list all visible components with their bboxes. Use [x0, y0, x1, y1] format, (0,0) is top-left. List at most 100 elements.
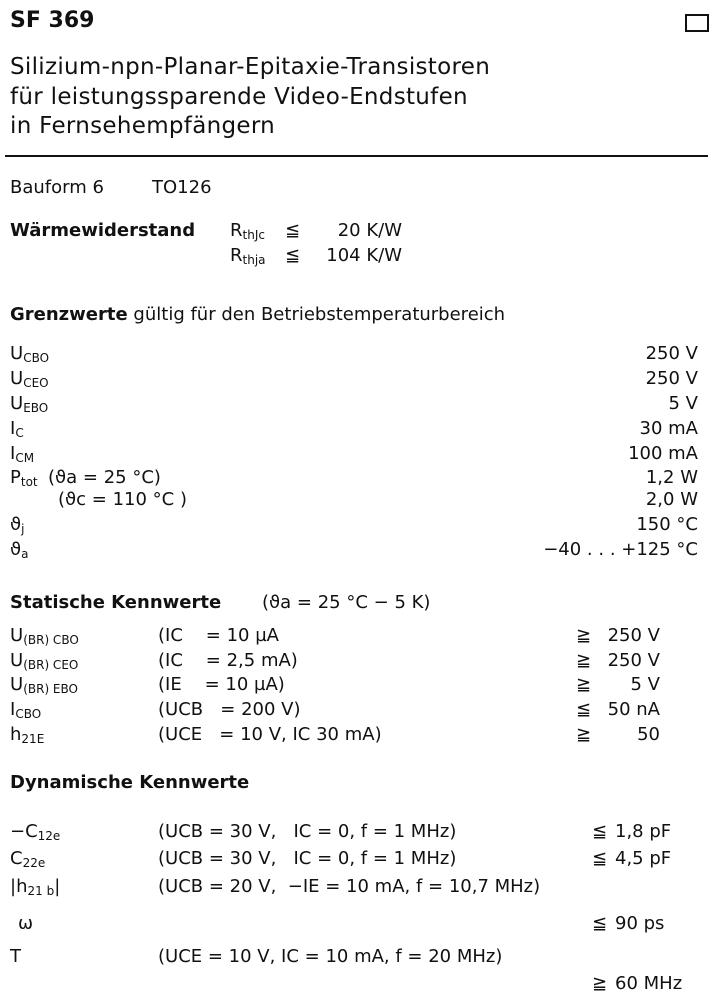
condition: (UCB = 30 V, IC = 0, f = 1 MHz): [158, 848, 457, 869]
limits-heading: Grenzwerte gültig für den Betriebstemper…: [10, 304, 505, 325]
parameter-symbol: ϑj: [10, 514, 25, 536]
symbol-main: I: [10, 418, 16, 439]
symbol-main: U: [10, 393, 24, 414]
symbol-subscript: thJc: [242, 228, 265, 242]
symbol-subscript: 22e: [22, 856, 46, 870]
condition: (UCB = 30 V, IC = 0, f = 1 MHz): [158, 821, 457, 842]
parameter-symbol: RthJc: [230, 220, 265, 242]
symbol-main: U: [10, 343, 24, 364]
parameter-symbol: UCBO: [10, 343, 49, 365]
symbol-subscript: (BR) EBO: [23, 682, 78, 697]
dynamic-value: 1,8 pF: [615, 821, 672, 842]
parameter-symbol: −C12e: [10, 821, 60, 843]
symbol-subscript: a: [21, 547, 29, 561]
parameter-symbol: |h21 b|: [10, 876, 60, 898]
limit-value: −40 . . . +125 °C: [543, 539, 698, 560]
relation-sign: ≧: [576, 723, 592, 745]
thermal-label: Wärmewiderstand: [10, 220, 196, 241]
symbol-main: −C: [10, 821, 38, 842]
static-value: 5 V: [630, 674, 661, 696]
symbol-main: U: [10, 674, 24, 696]
divider: [5, 155, 708, 157]
condition: (IC = 10 µA: [158, 625, 279, 646]
symbol-subscript: (BR) CBO: [23, 633, 79, 647]
limit-value: 5 V: [668, 393, 699, 414]
dynamic-value: 60 MHz: [615, 973, 683, 994]
limit-value: 250 V: [645, 368, 698, 389]
parameter-symbol: ICM: [10, 443, 34, 465]
relation-sign: ≦: [285, 220, 301, 241]
static-heading: Statische Kennwerte: [10, 592, 221, 613]
relation-sign: ≧: [576, 649, 592, 671]
symbol-main: P: [10, 467, 21, 488]
condition: (UCB = 200 V): [158, 699, 301, 721]
condition: (IE = 10 µA): [158, 674, 285, 696]
symbol-main: ϑ: [10, 514, 22, 535]
checkbox-square-icon: [685, 14, 709, 32]
condition: (UCB = 20 V, −IE = 10 mA, f = 10,7 MHz): [158, 876, 541, 897]
parameter-symbol: ω: [18, 913, 33, 935]
limit-value: 1,2 W: [645, 467, 698, 488]
static-value: 250 V: [607, 649, 660, 671]
static-heading-bold: Statische Kennwerte: [10, 592, 222, 613]
thermal-value: 20 K/W: [337, 220, 402, 241]
limits-heading-bold: Grenzwerte: [10, 304, 128, 325]
document-title: SF 369: [10, 8, 95, 33]
dynamic-value: 90 ps: [615, 913, 665, 934]
parameter-symbol: U(BR) CBO: [10, 625, 79, 647]
subtitle-line: in Fernsehempfängern: [10, 113, 276, 139]
parameter-symbol: UCEO: [10, 368, 49, 390]
condition: (UCE = 10 V, IC = 10 mA, f = 20 MHz): [158, 946, 503, 967]
symbol-main: U: [10, 649, 24, 671]
parameter-symbol: U(BR) EBO: [10, 674, 78, 696]
symbol-main: R: [230, 245, 243, 266]
static-value: 250 V: [607, 625, 660, 646]
symbol-subscript: (BR) CEO: [23, 657, 79, 672]
static-value: 50: [637, 723, 660, 745]
symbol-tail: |: [54, 876, 61, 897]
symbol-main: I: [10, 443, 16, 464]
dynamic-heading-bold: Dynamische Kennwerte: [10, 772, 250, 793]
relation-sign: ≧: [576, 625, 592, 646]
symbol-subscript: j: [21, 522, 25, 536]
condition: (ϑa = 25 °C): [48, 467, 161, 488]
relation-sign: ≧: [576, 674, 592, 696]
parameter-symbol: ϑa: [10, 539, 29, 561]
dynamic-value: 4,5 pF: [615, 848, 672, 869]
limit-value: 30 mA: [639, 418, 698, 439]
relation-sign: ≦: [592, 821, 608, 842]
symbol-main: ω: [18, 913, 34, 934]
symbol-subscript: 21 b: [27, 884, 55, 898]
relation-sign: ≦: [592, 848, 608, 869]
symbol-subscript: CEO: [23, 376, 49, 390]
parameter-symbol: Rthja: [230, 245, 266, 267]
symbol-main: R: [230, 220, 243, 241]
relation-sign: ≦: [592, 913, 608, 934]
symbol-subscript: tot: [20, 475, 38, 489]
symbol-subscript: thja: [242, 253, 266, 267]
parameter-symbol: Ptot: [10, 467, 38, 489]
symbol-main: C: [10, 848, 23, 869]
symbol-subscript: C: [15, 426, 24, 440]
symbol-main: U: [10, 368, 24, 389]
parameter-symbol: U(BR) CEO: [10, 650, 78, 672]
subtitle-line: für leistungssparende Video-Endstufen: [10, 84, 468, 110]
static-heading-cond: (ϑa = 25 °C − 5 K): [262, 592, 431, 613]
limits-heading-rest: gültig für den Betriebstemperaturbereich: [133, 304, 506, 325]
parameter-symbol: ICBO: [10, 699, 41, 721]
condition: (UCE = 10 V, IC 30 mA): [158, 723, 382, 745]
symbol-subscript: 12e: [37, 829, 61, 843]
parameter-symbol: h21E: [10, 724, 44, 746]
thermal-value: 104 K/W: [326, 245, 402, 266]
symbol-subscript: 21E: [21, 731, 45, 746]
static-value: 50 nA: [607, 699, 660, 721]
symbol-main: |h: [10, 876, 28, 897]
limit-value: 100 mA: [628, 443, 698, 464]
symbol-subscript: CBO: [23, 351, 50, 365]
package-label: Bauform 6: [10, 177, 104, 198]
symbol-main: T: [10, 946, 21, 967]
dynamic-heading: Dynamische Kennwerte: [10, 772, 249, 793]
limit-value: 150 °C: [636, 514, 698, 535]
symbol-main: I: [10, 699, 16, 721]
relation-sign: ≧: [592, 973, 608, 994]
